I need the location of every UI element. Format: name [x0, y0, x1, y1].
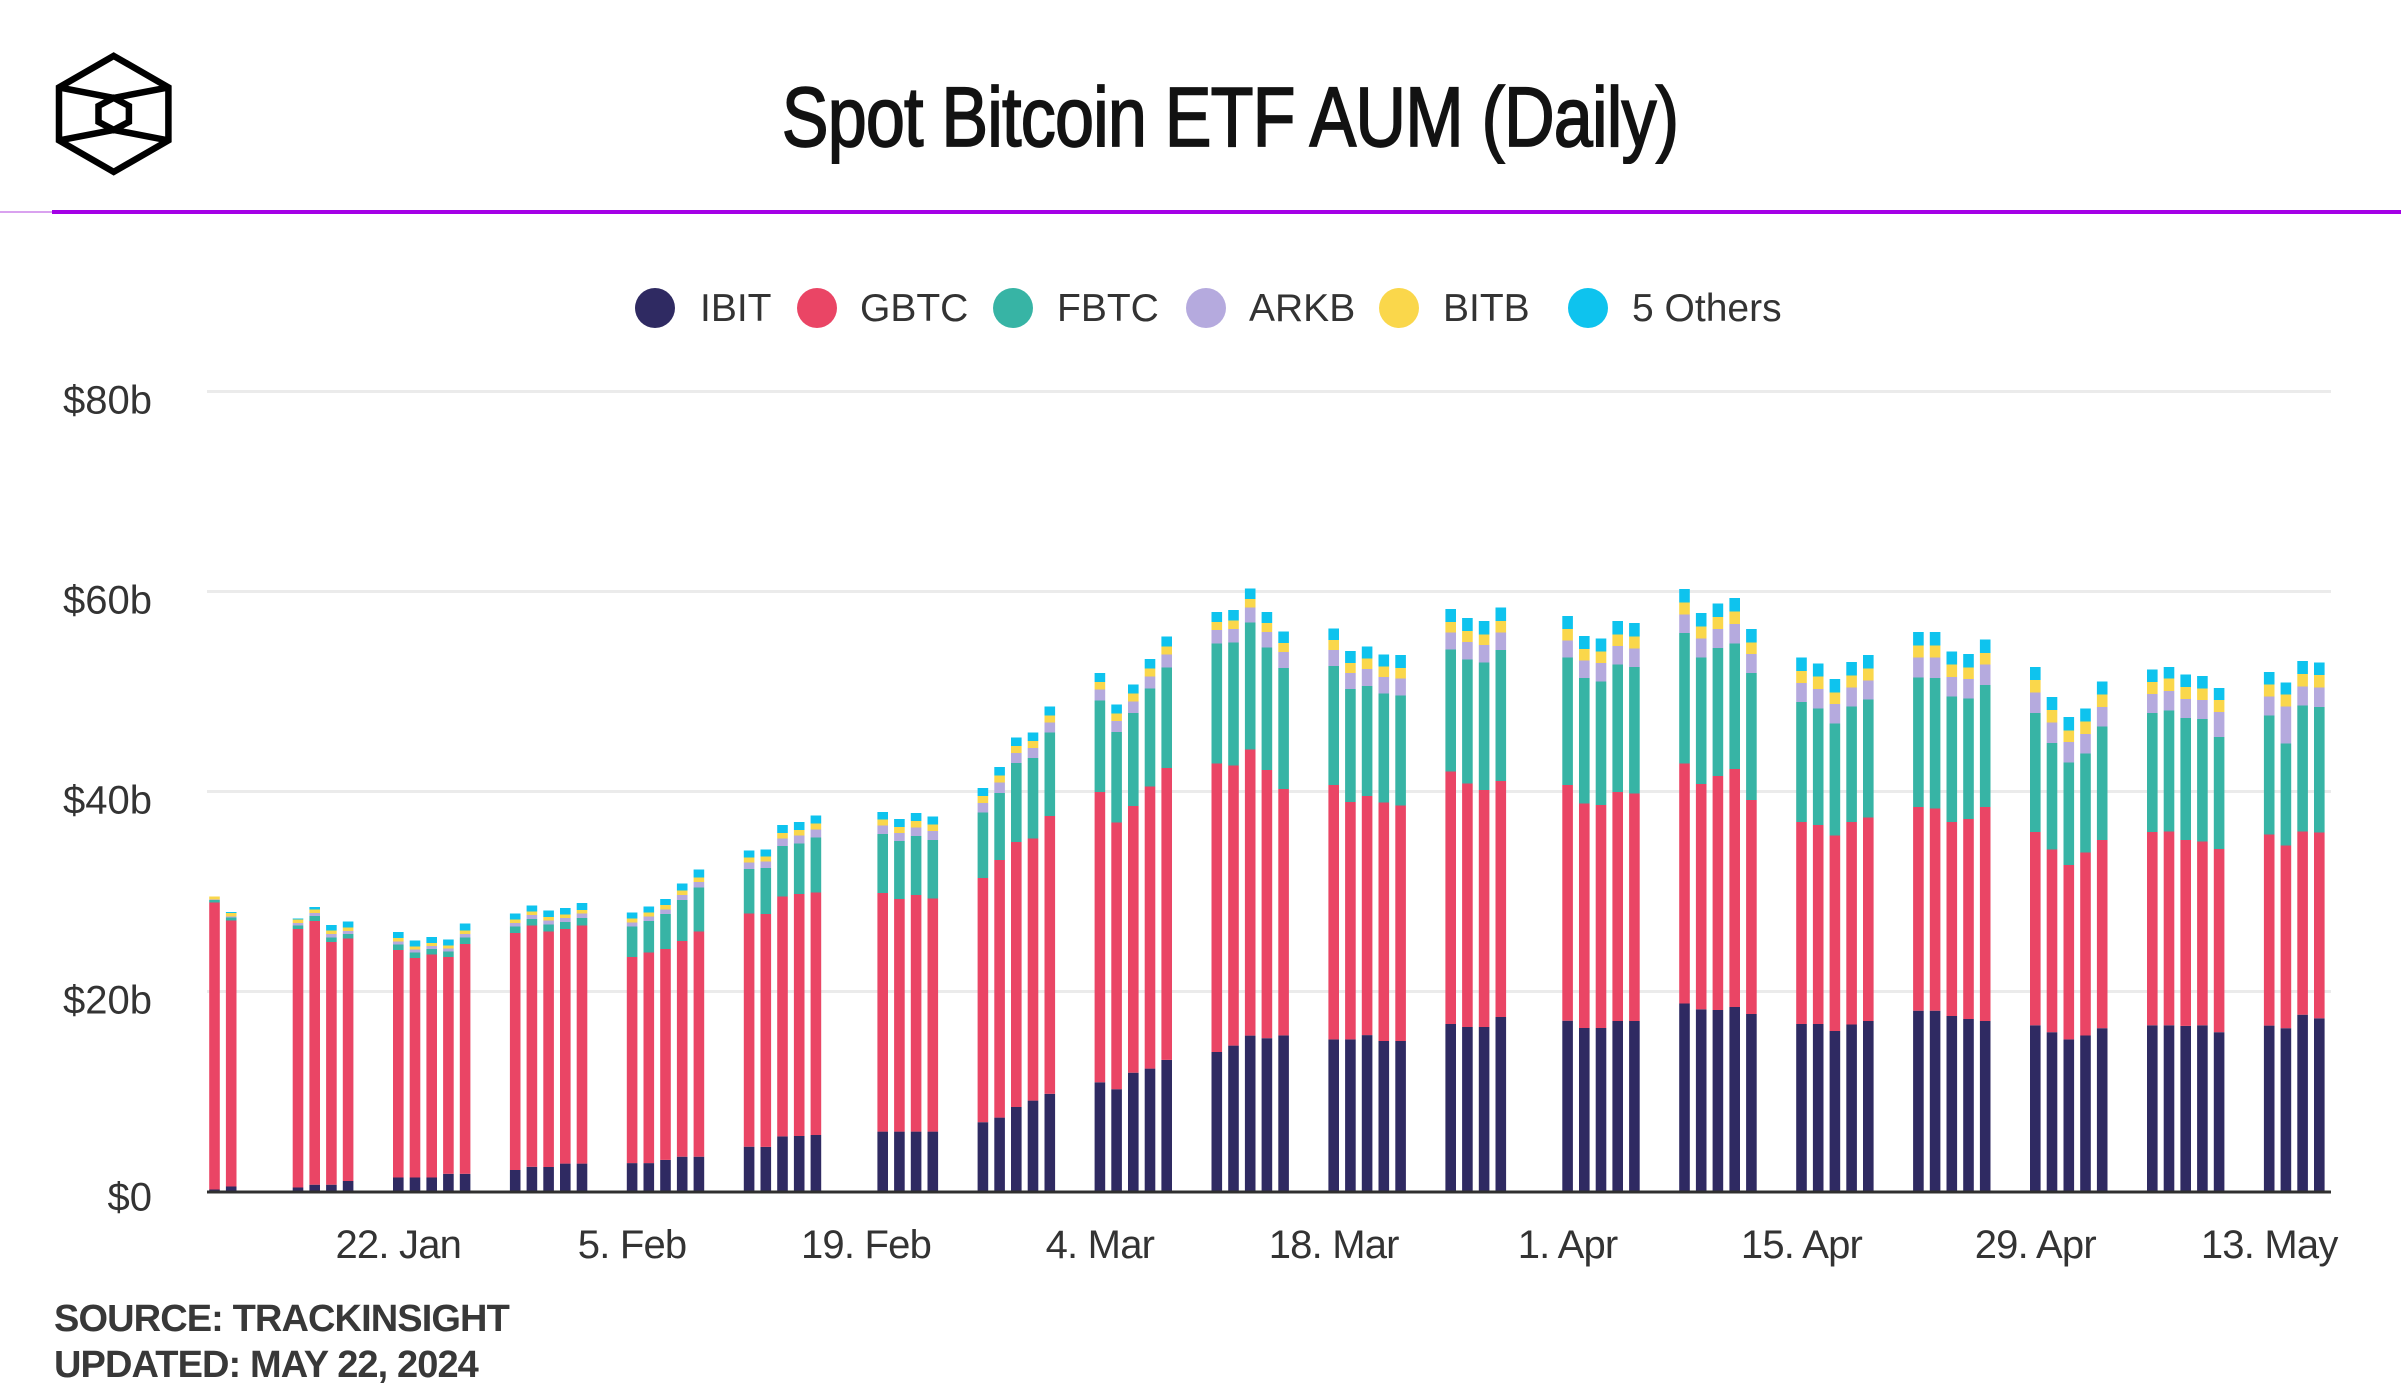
svg-text:$60b: $60b — [63, 579, 152, 623]
svg-text:15. Apr: 15. Apr — [1741, 1223, 1863, 1267]
svg-text:1. Apr: 1. Apr — [1518, 1223, 1618, 1267]
svg-text:$0: $0 — [108, 1176, 153, 1220]
svg-text:$20b: $20b — [63, 979, 152, 1023]
svg-text:5. Feb: 5. Feb — [578, 1223, 687, 1267]
svg-text:4. Mar: 4. Mar — [1046, 1223, 1155, 1267]
svg-text:19. Feb: 19. Feb — [801, 1223, 931, 1267]
svg-text:29. Apr: 29. Apr — [1975, 1223, 2097, 1267]
svg-text:13. May: 13. May — [2201, 1223, 2338, 1267]
svg-text:18. Mar: 18. Mar — [1269, 1223, 1399, 1267]
svg-text:22. Jan: 22. Jan — [335, 1223, 461, 1267]
svg-text:$80b: $80b — [63, 379, 152, 423]
svg-text:$40b: $40b — [63, 779, 152, 823]
